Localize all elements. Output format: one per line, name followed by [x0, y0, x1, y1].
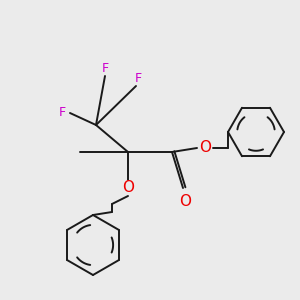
Text: F: F — [134, 71, 142, 85]
Text: O: O — [122, 181, 134, 196]
Text: F: F — [58, 106, 66, 119]
Text: O: O — [179, 194, 191, 209]
Text: F: F — [101, 61, 109, 74]
Text: O: O — [199, 140, 211, 155]
